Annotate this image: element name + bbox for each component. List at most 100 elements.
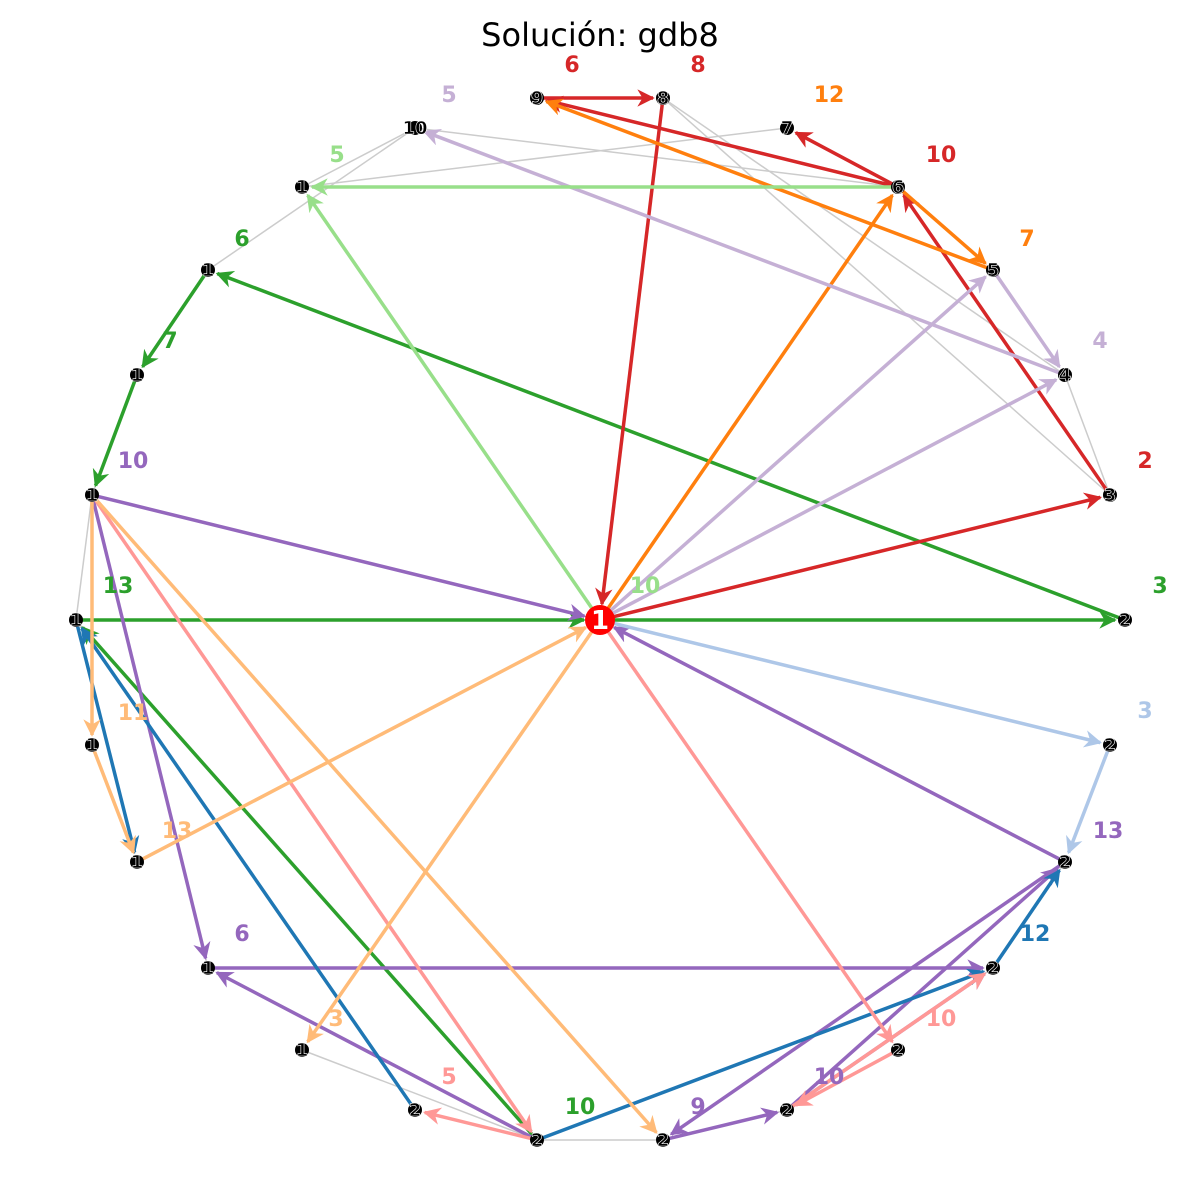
edge-label-15: 3 <box>1137 699 1152 724</box>
chart-title: Solución: gdb8 <box>481 16 719 54</box>
route-edge-22 <box>669 863 1062 1136</box>
route-edges <box>75 89 1121 1141</box>
node-n2: 2 <box>1118 610 1132 631</box>
node-n13: 1 <box>130 365 144 386</box>
route-edge-5 <box>81 626 535 1137</box>
node-n14: 1 <box>85 485 99 506</box>
node-dot <box>130 855 144 869</box>
node-n17: 1 <box>130 852 144 873</box>
node-n24: 2 <box>891 1040 905 1061</box>
route-edge-13 <box>901 189 987 265</box>
node-label: 2 <box>409 1100 422 1121</box>
route-edge-39 <box>306 630 594 1044</box>
route-edge-44 <box>613 621 1102 748</box>
node-dot <box>408 1103 422 1117</box>
node-label: 4 <box>1059 365 1072 386</box>
route-edge-42 <box>141 625 588 861</box>
route-edge-18 <box>422 128 1061 375</box>
route-edge-23 <box>668 1107 779 1141</box>
route-edge-32 <box>306 193 594 610</box>
node-n10: 10 <box>402 118 428 140</box>
edge-label-13: 3 <box>1152 574 1167 599</box>
route-edge-20 <box>91 500 211 960</box>
node-n15: 1 <box>69 610 83 631</box>
route-edge-1 <box>215 271 1121 620</box>
route-edge-17 <box>611 378 1058 616</box>
node-dot <box>986 961 1000 975</box>
node-n16: 1 <box>85 735 99 756</box>
base-edge-2 <box>301 127 788 188</box>
edge-label-9: 4 <box>1092 329 1107 354</box>
route-edge-31 <box>80 626 414 1107</box>
node-n22: 2 <box>656 1130 670 1151</box>
node-n8: 8 <box>656 88 670 109</box>
node-n18: 1 <box>201 958 215 979</box>
node-n7: 7 <box>780 118 794 139</box>
node-dot <box>69 613 83 627</box>
node-dot <box>201 263 215 277</box>
route-edge-34 <box>93 498 533 1134</box>
node-dot <box>1103 738 1117 752</box>
node-dot <box>1118 613 1132 627</box>
depot-node: 1 <box>585 605 615 636</box>
route-edge-28 <box>541 968 986 1140</box>
node-label: 1 <box>202 260 215 281</box>
node-label: 2 <box>1119 610 1132 631</box>
node-n12: 1 <box>201 260 215 281</box>
node-dot <box>780 121 794 135</box>
node-dot <box>408 121 422 135</box>
node-dot <box>891 180 905 194</box>
route-edge-3 <box>92 380 137 488</box>
edge-label-21: 3 <box>328 1007 343 1032</box>
route-edge-43 <box>94 498 658 1134</box>
route-edge-16 <box>994 273 1061 369</box>
node-label: 2 <box>781 1100 794 1121</box>
edge-label-25: 10 <box>565 1095 596 1120</box>
edge-label-19: 6 <box>234 922 249 947</box>
edge-label-3: 12 <box>814 83 845 108</box>
node-n25: 2 <box>986 958 1000 979</box>
node-label: 1 <box>202 958 215 979</box>
route-edge-26 <box>612 625 1061 861</box>
edge-label-5: 7 <box>1019 227 1034 252</box>
node-dot <box>1058 368 1072 382</box>
base-edge-4 <box>662 97 1111 496</box>
node-label: 2 <box>892 1040 905 1061</box>
node-n11: 1 <box>295 177 309 198</box>
node-label: 1 <box>70 610 83 631</box>
node-n19: 1 <box>295 1040 309 1061</box>
node-dot <box>85 488 99 502</box>
route-edge-15 <box>609 275 987 612</box>
node-dot <box>530 1133 544 1147</box>
edge-label-12: 10 <box>630 574 661 599</box>
node-label: 3 <box>1104 485 1117 506</box>
node-label: 1 <box>296 1040 309 1061</box>
route-edge-12 <box>606 193 894 610</box>
node-label: 2 <box>531 1130 544 1151</box>
node-label: 2 <box>987 958 1000 979</box>
base-edge-8 <box>75 494 93 621</box>
edge-label-7: 6 <box>234 227 249 252</box>
node-dot <box>986 263 1000 277</box>
edge-label-26: 9 <box>690 1095 705 1120</box>
edge-label-20: 12 <box>1020 922 1051 947</box>
node-dot <box>130 368 144 382</box>
node-label: 2 <box>1059 852 1072 873</box>
route-edge-37 <box>794 1051 894 1107</box>
node-dot <box>530 91 544 105</box>
route-edge-8 <box>794 131 894 186</box>
edge-label-2: 5 <box>441 83 456 108</box>
node-label: 5 <box>987 260 1000 281</box>
route-edge-9 <box>545 95 893 188</box>
edge-label-11: 2 <box>1137 449 1152 474</box>
node-label: 6 <box>892 177 905 198</box>
node-n26: 2 <box>1058 852 1072 873</box>
route-edge-11 <box>595 103 665 606</box>
node-label: 7 <box>781 118 794 139</box>
node-label: 8 <box>657 88 670 109</box>
node-label: 1 <box>86 735 99 756</box>
node-dot <box>85 738 99 752</box>
edge-label-18: 13 <box>1093 819 1124 844</box>
node-label: 10 <box>402 118 427 139</box>
